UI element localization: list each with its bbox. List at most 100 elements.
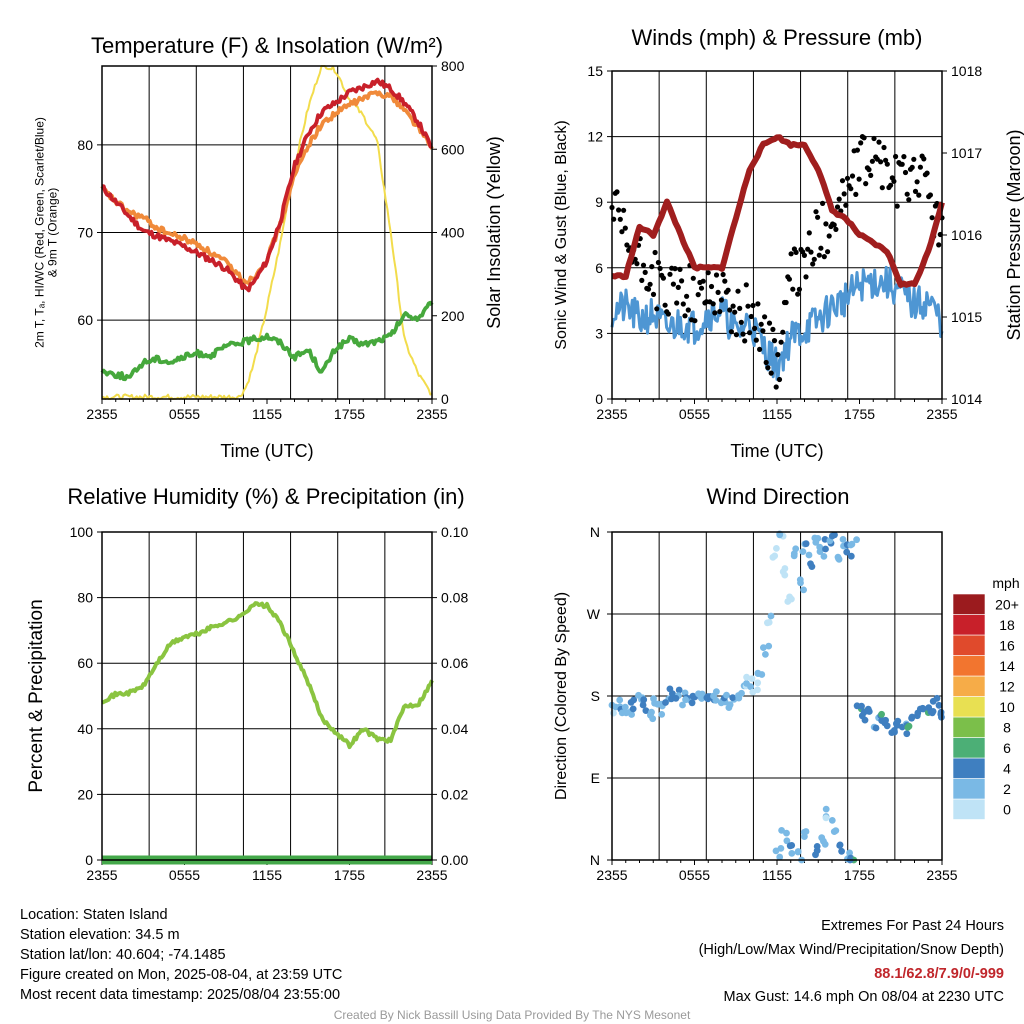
max-gust: Max Gust: 14.6 mph On 08/04 at 2230 UTC <box>723 989 1004 1005</box>
gust-point <box>849 173 856 179</box>
wind-direction-point <box>903 730 911 738</box>
winds-xlabel: Time (UTC) <box>730 441 823 461</box>
rh-xtick-label: 1755 <box>334 867 365 883</box>
temp-xtick-label: 1755 <box>334 406 365 422</box>
temp-ytick-right-label: 400 <box>441 225 465 241</box>
wind-direction-point <box>908 713 916 721</box>
wind-direction-point <box>758 671 766 678</box>
gust-point <box>793 249 799 255</box>
wdir-xtick-label: 0555 <box>679 867 710 883</box>
gust-point <box>735 288 741 294</box>
gust-point <box>713 272 720 278</box>
wind-direction-point <box>790 552 798 560</box>
wind-direction-point <box>698 690 706 698</box>
wind-direction-point <box>788 850 796 857</box>
winds-ylabel-right: Station Pressure (Maroon) <box>1004 129 1024 340</box>
winds-ytick-label: 0 <box>595 391 603 407</box>
humidity-title: Relative Humidity (%) & Precipitation (i… <box>67 484 464 509</box>
gust-point <box>816 252 822 258</box>
wind-direction-point <box>743 673 750 681</box>
wind-direction-point <box>894 717 902 725</box>
gust-point <box>848 186 854 192</box>
wind-direction-point <box>735 694 743 702</box>
gust-point <box>748 313 754 320</box>
gust-point <box>780 329 786 335</box>
gust-point <box>808 249 814 255</box>
gust-point <box>826 233 832 239</box>
wdir-xtick-label: 1755 <box>844 867 875 883</box>
wind-direction-point <box>878 710 885 718</box>
gust-point <box>654 306 660 312</box>
gust-point <box>616 207 622 213</box>
gust-point <box>883 157 889 163</box>
gust-point <box>803 274 809 280</box>
gust-point <box>674 300 680 306</box>
temp-ytick-right-label: 800 <box>441 58 465 74</box>
gust-point <box>647 281 653 287</box>
wind-direction-point <box>726 701 734 709</box>
colorbar-label: 6 <box>1003 740 1011 756</box>
gust-point <box>727 307 733 313</box>
wind-direction-point <box>828 532 836 540</box>
wind-direction-point <box>723 691 730 699</box>
wind-direction-point <box>662 699 669 706</box>
wind-direction-point <box>762 651 769 658</box>
series-relative-humidity-line <box>101 601 434 750</box>
gust-point <box>917 164 924 170</box>
wind-direction-point <box>794 848 802 855</box>
wind-direction-point <box>800 586 807 594</box>
gust-point <box>796 286 803 292</box>
wind-direction-point <box>760 644 767 651</box>
temp-ytick-label: 60 <box>77 312 93 328</box>
wind-direction-point <box>937 708 945 716</box>
winds-ytick-right-label: 1018 <box>951 63 982 79</box>
colorbar-swatch <box>952 716 986 738</box>
wind-direction-point <box>786 842 794 850</box>
gust-point <box>914 179 920 185</box>
gust-point <box>836 196 842 202</box>
series-td-line <box>100 300 434 382</box>
footer-location: Location: Staten Island <box>20 907 168 923</box>
gust-point <box>771 338 778 344</box>
wdir-ytick-label: S <box>591 688 600 704</box>
gust-point <box>810 261 816 267</box>
gust-point <box>790 286 796 292</box>
rh-ytick-right-label: 0.04 <box>441 721 468 737</box>
temp-xtick-label: 1155 <box>252 406 282 422</box>
gust-point <box>768 370 774 376</box>
gust-point <box>893 153 899 160</box>
footer-latlon: Station lat/lon: 40.604; -74.1485 <box>20 947 226 963</box>
gust-point <box>861 135 867 141</box>
gust-point <box>833 226 839 232</box>
gust-point <box>891 178 897 184</box>
gust-point <box>679 278 685 284</box>
gust-point <box>718 297 725 303</box>
gust-point <box>869 158 876 164</box>
wind-direction-point <box>853 536 860 544</box>
wind-direction-point <box>832 827 840 834</box>
gust-point <box>899 161 905 167</box>
gust-point <box>712 310 718 316</box>
gust-point <box>825 249 831 255</box>
rh-xtick-label: 2355 <box>416 867 447 883</box>
gust-point <box>871 135 877 142</box>
wdir-plot-frame <box>611 531 943 861</box>
gust-point <box>911 156 917 162</box>
wind-direction-point <box>820 553 828 560</box>
wind-direction-point <box>747 683 754 691</box>
gust-point <box>843 202 849 208</box>
wind-direction-point <box>781 571 789 579</box>
gust-point <box>906 197 912 203</box>
gust-point <box>904 191 910 197</box>
wind-direction-point <box>773 545 780 552</box>
gust-point <box>854 147 861 153</box>
temp-ytick-label: 80 <box>77 137 93 153</box>
temperature-ylabel-right-text: Solar Insolation (Yellow) <box>484 136 504 328</box>
gust-point <box>902 169 909 176</box>
wind-direction-point <box>913 712 921 720</box>
gust-point <box>783 299 789 306</box>
winds-ytick-label: 15 <box>587 63 603 79</box>
colorbar-swatch <box>952 696 986 718</box>
wind-direction-point <box>629 705 637 713</box>
